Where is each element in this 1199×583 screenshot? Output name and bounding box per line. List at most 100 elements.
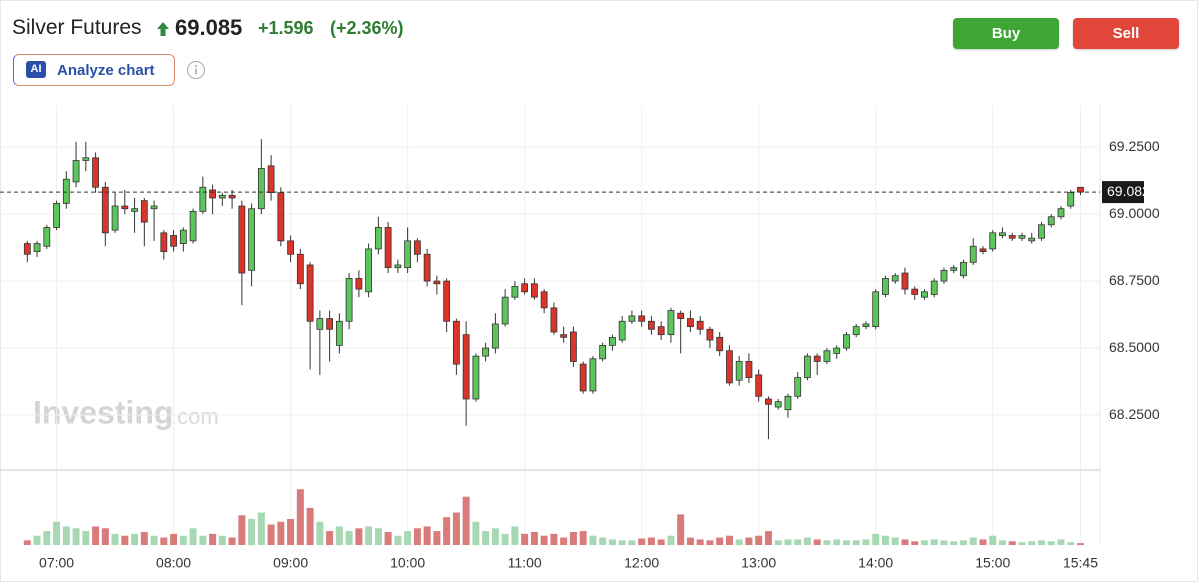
- x-tick-label: 13:00: [741, 555, 776, 571]
- volume-bar: [657, 539, 665, 545]
- candle-body: [345, 277, 353, 322]
- candle-body: [911, 288, 919, 295]
- volume-bar: [940, 540, 948, 545]
- candle-body: [677, 312, 685, 319]
- volume-bar: [443, 517, 451, 545]
- info-icon[interactable]: [186, 60, 206, 80]
- volume-bar: [842, 540, 850, 545]
- volume-bar: [628, 540, 636, 545]
- volume-bar: [677, 514, 685, 545]
- candle-body: [716, 336, 724, 352]
- volume-bar: [989, 535, 997, 545]
- candle-body: [423, 253, 431, 282]
- candle-body: [501, 296, 509, 325]
- volume-bar: [979, 539, 987, 545]
- volume-bar: [618, 540, 626, 545]
- candle-body: [813, 355, 821, 362]
- candle-body: [1038, 224, 1045, 239]
- x-tick-label: 12:00: [624, 555, 659, 571]
- volume-bar: [189, 528, 197, 545]
- candle-body: [872, 291, 880, 328]
- volume-bar: [706, 540, 714, 545]
- candle-body: [1047, 216, 1055, 226]
- candle-body: [33, 243, 41, 252]
- candle-body: [765, 398, 772, 405]
- candle-body: [706, 328, 714, 341]
- candle-body: [794, 377, 802, 397]
- candle-body: [23, 243, 31, 255]
- x-tick-label: 09:00: [273, 555, 308, 571]
- candle-body: [530, 283, 538, 298]
- candle-body: [199, 186, 207, 212]
- volume-bar: [1076, 543, 1084, 545]
- volume-bar: [472, 521, 480, 545]
- up-arrow: [157, 22, 169, 36]
- volume-bar: [423, 526, 431, 545]
- y-tick-label: 69.0000: [1109, 205, 1160, 221]
- candle-body: [599, 344, 607, 360]
- volume-bar: [72, 528, 80, 545]
- volume-bar: [1028, 541, 1036, 545]
- x-tick-label: 15:45: [1063, 555, 1098, 571]
- candle-body: [296, 253, 304, 285]
- candle-body: [833, 347, 841, 354]
- volume-bar: [569, 532, 577, 545]
- volume-bar: [462, 496, 470, 545]
- candle-body: [248, 208, 255, 271]
- candle-body: [62, 178, 70, 204]
- candle-body: [638, 315, 646, 322]
- sell-button[interactable]: Sell: [1073, 18, 1179, 49]
- candle-body: [862, 323, 870, 328]
- volume-bar: [228, 537, 236, 545]
- analyze-button[interactable]: AI Analyze chart: [13, 54, 175, 86]
- volume-bar: [1008, 541, 1016, 545]
- volume-bar: [589, 535, 597, 545]
- x-tick-label: 14:00: [858, 555, 893, 571]
- volume-bar: [969, 537, 977, 545]
- volume-bar: [696, 539, 704, 545]
- volume-bar: [92, 526, 100, 545]
- change-pct: (+2.36%): [330, 18, 404, 38]
- candle-body: [257, 168, 265, 210]
- volume-bar: [33, 535, 41, 545]
- candle-body: [140, 200, 148, 223]
- volume-bar: [813, 539, 821, 545]
- candle-body: [969, 245, 977, 263]
- x-tick-label: 08:00: [156, 555, 191, 571]
- buy-button[interactable]: Buy: [953, 18, 1059, 49]
- volume-bar: [881, 535, 889, 545]
- volume-bar: [862, 539, 870, 545]
- volume-bar: [1067, 542, 1075, 545]
- volume-bar: [179, 535, 187, 545]
- candle-body: [657, 326, 665, 336]
- volume-bar: [413, 528, 421, 545]
- candle-body: [92, 157, 99, 188]
- candle-body: [999, 232, 1006, 236]
- candle-body: [179, 229, 187, 244]
- volume-bar: [452, 512, 460, 545]
- volume-bar: [394, 535, 402, 545]
- candle-body: [277, 192, 285, 242]
- volume-bar: [998, 540, 1006, 545]
- candle-body: [228, 194, 236, 199]
- candle-body: [189, 210, 197, 242]
- candle-body: [384, 227, 392, 269]
- volume-bar: [62, 526, 70, 545]
- y-tick-label: 68.5000: [1109, 339, 1160, 355]
- volume-bar: [599, 537, 607, 545]
- volume-bar: [296, 489, 304, 545]
- volume-bar: [638, 538, 646, 545]
- y-tick-label: 69.2500: [1109, 138, 1160, 154]
- volume-bar: [326, 531, 334, 545]
- volume-bar: [784, 539, 792, 545]
- candle-body: [882, 277, 889, 295]
- volume-bar: [384, 532, 392, 545]
- volume-bar: [218, 535, 226, 545]
- last-price-box: [1102, 181, 1144, 204]
- candle-body: [648, 320, 655, 330]
- candle-body: [43, 227, 51, 247]
- volume-bar: [287, 519, 295, 545]
- candle-body: [618, 320, 626, 341]
